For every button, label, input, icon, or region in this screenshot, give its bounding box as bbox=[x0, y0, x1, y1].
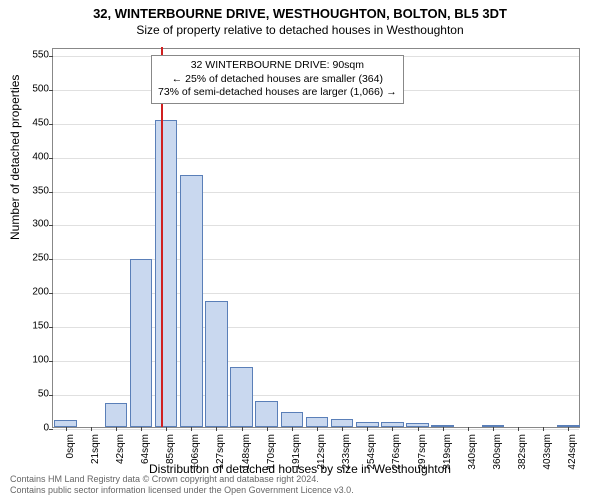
ytick-mark bbox=[49, 192, 53, 193]
xtick-label: 340sqm bbox=[467, 434, 478, 474]
gridline bbox=[53, 124, 579, 125]
xtick-mark bbox=[367, 427, 368, 431]
ytick-mark bbox=[49, 158, 53, 159]
xtick-mark bbox=[242, 427, 243, 431]
xtick-label: 319sqm bbox=[442, 434, 453, 474]
chart-title-line1: 32, WINTERBOURNE DRIVE, WESTHOUGHTON, BO… bbox=[0, 0, 600, 21]
histogram-bar bbox=[306, 417, 329, 427]
gridline bbox=[53, 225, 579, 226]
xtick-label: 85sqm bbox=[165, 434, 176, 474]
xtick-label: 382sqm bbox=[517, 434, 528, 474]
footer-line2: Contains public sector information licen… bbox=[10, 485, 354, 496]
ytick-label: 100 bbox=[9, 355, 49, 366]
histogram-bar bbox=[54, 420, 77, 427]
xtick-label: 0sqm bbox=[65, 434, 76, 474]
xtick-mark bbox=[493, 427, 494, 431]
ytick-mark bbox=[49, 429, 53, 430]
histogram-bar bbox=[255, 401, 278, 427]
xtick-label: 212sqm bbox=[316, 434, 327, 474]
xtick-label: 148sqm bbox=[241, 434, 252, 474]
xtick-mark bbox=[518, 427, 519, 431]
ytick-label: 400 bbox=[9, 151, 49, 162]
xtick-mark bbox=[443, 427, 444, 431]
xtick-mark bbox=[216, 427, 217, 431]
xtick-mark bbox=[317, 427, 318, 431]
xtick-label: 360sqm bbox=[492, 434, 503, 474]
ytick-label: 350 bbox=[9, 185, 49, 196]
footer-line1: Contains HM Land Registry data © Crown c… bbox=[10, 474, 354, 485]
ytick-mark bbox=[49, 293, 53, 294]
histogram-bar bbox=[180, 175, 203, 427]
xtick-label: 170sqm bbox=[266, 434, 277, 474]
gridline bbox=[53, 192, 579, 193]
xtick-mark bbox=[116, 427, 117, 431]
histogram-bar bbox=[155, 120, 178, 427]
xtick-mark bbox=[342, 427, 343, 431]
xtick-mark bbox=[418, 427, 419, 431]
histogram-bar bbox=[130, 259, 153, 427]
xtick-mark bbox=[191, 427, 192, 431]
xtick-label: 191sqm bbox=[291, 434, 302, 474]
xtick-label: 233sqm bbox=[341, 434, 352, 474]
ytick-label: 250 bbox=[9, 253, 49, 264]
histogram-bar bbox=[230, 367, 253, 427]
xtick-label: 127sqm bbox=[215, 434, 226, 474]
gridline bbox=[53, 158, 579, 159]
annotation-line1: 32 WINTERBOURNE DRIVE: 90sqm bbox=[158, 59, 397, 73]
footer-attribution: Contains HM Land Registry data © Crown c… bbox=[10, 474, 354, 496]
histogram-bar bbox=[205, 301, 228, 427]
chart-plot-area: 32 WINTERBOURNE DRIVE: 90sqm ← 25% of de… bbox=[52, 48, 580, 428]
chart-annotation-box: 32 WINTERBOURNE DRIVE: 90sqm ← 25% of de… bbox=[151, 55, 404, 104]
xtick-mark bbox=[543, 427, 544, 431]
xtick-mark bbox=[91, 427, 92, 431]
xtick-mark bbox=[267, 427, 268, 431]
ytick-mark bbox=[49, 225, 53, 226]
xtick-label: 21sqm bbox=[90, 434, 101, 474]
ytick-label: 0 bbox=[9, 423, 49, 434]
xtick-mark bbox=[392, 427, 393, 431]
ytick-label: 200 bbox=[9, 287, 49, 298]
xtick-label: 254sqm bbox=[366, 434, 377, 474]
xtick-mark bbox=[568, 427, 569, 431]
ytick-label: 450 bbox=[9, 117, 49, 128]
ytick-label: 500 bbox=[9, 83, 49, 94]
xtick-label: 106sqm bbox=[190, 434, 201, 474]
xtick-label: 297sqm bbox=[417, 434, 428, 474]
xtick-label: 424sqm bbox=[567, 434, 578, 474]
gridline bbox=[53, 429, 579, 430]
chart-title-line2: Size of property relative to detached ho… bbox=[0, 21, 600, 37]
histogram-bar bbox=[281, 412, 304, 427]
xtick-label: 403sqm bbox=[542, 434, 553, 474]
ytick-label: 300 bbox=[9, 219, 49, 230]
ytick-mark bbox=[49, 56, 53, 57]
ytick-mark bbox=[49, 361, 53, 362]
ytick-mark bbox=[49, 395, 53, 396]
histogram-bar bbox=[331, 419, 354, 427]
xtick-mark bbox=[66, 427, 67, 431]
ytick-label: 50 bbox=[9, 389, 49, 400]
annotation-line2: ← 25% of detached houses are smaller (36… bbox=[158, 73, 397, 87]
annotation-line3: 73% of semi-detached houses are larger (… bbox=[158, 86, 397, 100]
ytick-mark bbox=[49, 327, 53, 328]
xtick-mark bbox=[166, 427, 167, 431]
ytick-mark bbox=[49, 90, 53, 91]
xtick-label: 276sqm bbox=[391, 434, 402, 474]
xtick-mark bbox=[292, 427, 293, 431]
ytick-mark bbox=[49, 124, 53, 125]
ytick-label: 550 bbox=[9, 49, 49, 60]
xtick-mark bbox=[141, 427, 142, 431]
xtick-label: 42sqm bbox=[115, 434, 126, 474]
xtick-label: 64sqm bbox=[140, 434, 151, 474]
xtick-mark bbox=[468, 427, 469, 431]
ytick-mark bbox=[49, 259, 53, 260]
ytick-label: 150 bbox=[9, 321, 49, 332]
histogram-bar bbox=[105, 403, 128, 427]
subject-marker-line bbox=[161, 47, 163, 427]
